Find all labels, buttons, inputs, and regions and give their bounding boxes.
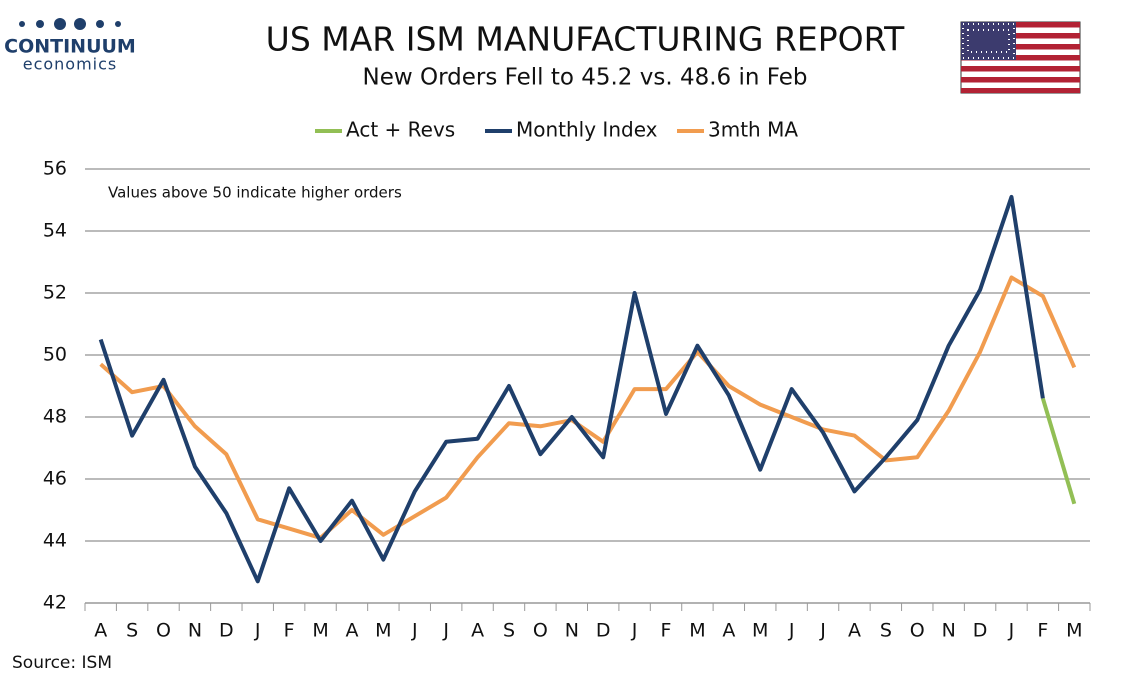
x-tick-label: J (819, 620, 826, 642)
x-tick-label: F (661, 620, 672, 642)
x-tick-label: M (1066, 620, 1082, 642)
x-tick-label: D (219, 620, 234, 642)
legend-label: Monthly Index (516, 118, 658, 142)
series-line (99, 275, 1077, 540)
y-tick-label: 44 (43, 530, 67, 552)
x-tick-label: A (471, 620, 484, 642)
x-tick-label: O (910, 620, 925, 642)
x-tick-label: F (284, 620, 295, 642)
x-tick-label: S (503, 620, 515, 642)
x-tick-label: F (1037, 620, 1048, 642)
legend-label: 3mth MA (708, 118, 798, 142)
x-tick-label: O (156, 620, 171, 642)
x-tick-label: N (565, 620, 579, 642)
legend-label: Act + Revs (346, 118, 455, 142)
x-tick-label: A (722, 620, 735, 642)
x-tick-label: J (442, 620, 449, 642)
series-line (98, 194, 1045, 584)
x-tick-label: A (94, 620, 107, 642)
x-tick-label: M (689, 620, 705, 642)
x-tick-label: M (375, 620, 391, 642)
y-tick-label: 48 (43, 406, 67, 428)
annotation: Values above 50 indicate higher orders (108, 184, 402, 202)
x-tick-label: S (126, 620, 138, 642)
y-tick-label: 42 (43, 592, 67, 614)
x-tick-label: A (345, 620, 358, 642)
x-tick-label: O (533, 620, 548, 642)
x-tick-label: N (942, 620, 956, 642)
flag (960, 21, 1081, 94)
x-tick-label: S (880, 620, 892, 642)
y-tick-label: 54 (43, 220, 67, 242)
x-tick-label: J (1008, 620, 1015, 642)
x-tick-label: D (973, 620, 988, 642)
logo: CONTINUUM economics (4, 18, 136, 74)
series-line (1040, 397, 1077, 505)
source: Source: ISM (12, 653, 112, 673)
chart-subtitle: New Orders Fell to 45.2 vs. 48.6 in Feb (362, 65, 807, 91)
x-tick-label: M (752, 620, 768, 642)
x-tick-label: M (312, 620, 328, 642)
y-tick-label: 46 (43, 468, 67, 490)
brand-name: CONTINUUM (4, 36, 136, 58)
x-tick-label: A (848, 620, 861, 642)
x-tick-label: J (411, 620, 418, 642)
x-tick-label: J (631, 620, 638, 642)
x-tick-label: N (188, 620, 202, 642)
y-tick-label: 52 (43, 282, 67, 304)
y-tick-label: 50 (43, 344, 67, 366)
x-tick-label: J (254, 620, 261, 642)
x-tick-label: D (596, 620, 611, 642)
chart-title: US MAR ISM MANUFACTURING REPORT (266, 20, 905, 59)
x-tick-label: J (788, 620, 795, 642)
brand-tagline: economics (23, 55, 118, 74)
y-tick-label: 56 (43, 158, 67, 180)
